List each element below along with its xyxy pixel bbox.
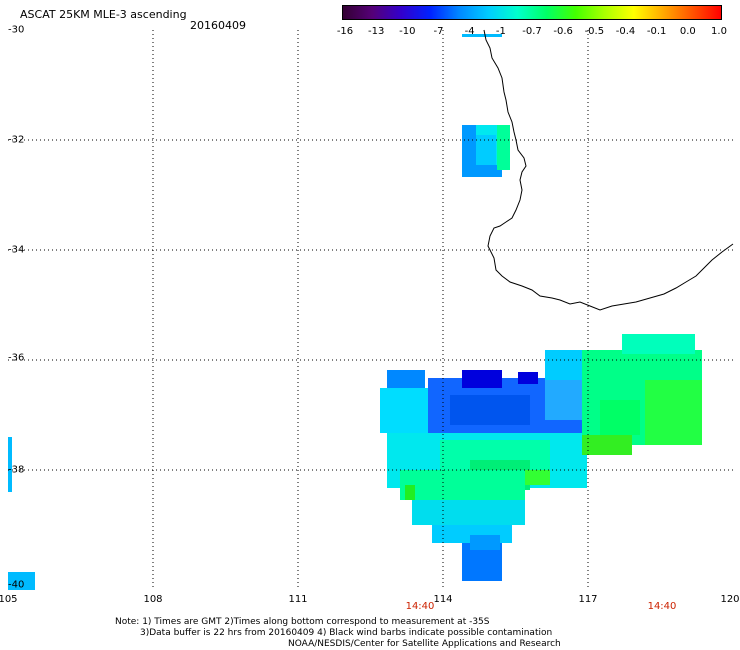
colorbar-tick: -0.4 (615, 26, 636, 37)
map-grid (8, 30, 733, 590)
lat-label: -36 (8, 352, 25, 364)
swath-cell (462, 370, 502, 388)
lat-label: -38 (8, 464, 25, 476)
note-line: NOAA/NESDIS/Center for Satellite Applica… (288, 639, 561, 649)
swath-cell (582, 435, 632, 455)
lat-label: -34 (8, 244, 25, 256)
colorbar-tick: -0.5 (584, 26, 605, 37)
lat-label: -40 (8, 579, 25, 591)
colorbar-tick: -13 (367, 26, 385, 37)
colorbar-tick: -4 (464, 26, 475, 37)
time-label: 14:40 (647, 601, 677, 612)
swath-cell (518, 372, 538, 384)
colorbar-tick: -10 (399, 26, 416, 37)
swath-cell (8, 437, 12, 492)
swath-cell (387, 370, 425, 388)
swath-cell (622, 334, 695, 354)
colorbar-tick: -0.6 (553, 26, 573, 37)
swath-cell (462, 165, 502, 177)
note-line: 3)Data buffer is 22 hrs from 20160409 4)… (140, 628, 553, 638)
swath-cell (545, 380, 585, 420)
colorbar-tick: -16 (336, 26, 354, 37)
swath-cell (8, 572, 35, 590)
product-date: 20160409 (190, 19, 246, 32)
colorbar-tick: -0.1 (646, 26, 667, 37)
swath-cell (645, 380, 702, 445)
colorbar-tick: -7 (433, 26, 444, 37)
swath-cell (405, 485, 415, 500)
coastline (483, 29, 734, 311)
swath-cell (400, 470, 525, 500)
wind-swath (8, 34, 702, 590)
swath-cell (462, 34, 502, 37)
lon-label: 117 (578, 594, 598, 605)
lon-label: 108 (143, 594, 163, 605)
colorbar-tick: 1.0 (711, 26, 727, 37)
swath-cell (525, 470, 550, 485)
colorbar-tick: 0.0 (679, 26, 696, 37)
swath-cell (470, 535, 500, 550)
time-label: 14:40 (405, 601, 435, 612)
note-line: Note: 1) Times are GMT 2)Times along bot… (115, 617, 490, 627)
colorbar (342, 5, 722, 20)
product-title: ASCAT 25KM MLE-3 ascending (20, 8, 187, 21)
lat-label: -30 (8, 24, 25, 36)
swath-cell (600, 400, 640, 435)
colorbar-tick: -1 (495, 26, 506, 37)
swath-cell (497, 125, 510, 170)
colorbar-tick: -0.7 (522, 26, 542, 37)
lon-label: 114 (433, 594, 453, 605)
swath-cell (476, 135, 496, 165)
swath-cell (450, 395, 530, 425)
swath-cell (462, 125, 476, 177)
lon-label: 105 (0, 594, 18, 605)
swath-cell (412, 500, 525, 525)
lon-label: 111 (288, 594, 308, 605)
lon-label: 120 (720, 594, 740, 605)
lat-label: -32 (8, 134, 25, 146)
